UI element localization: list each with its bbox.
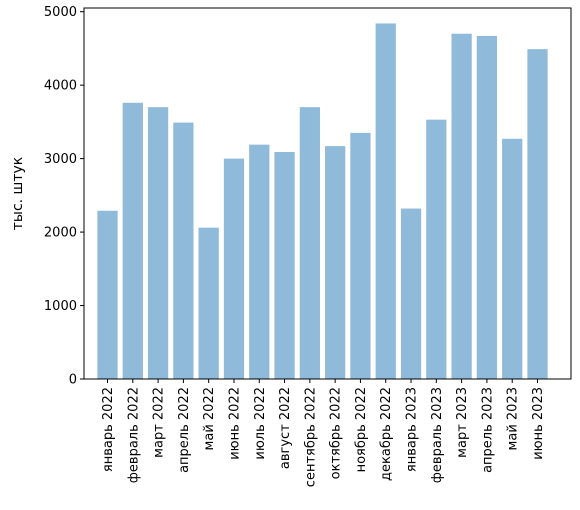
x-tick-label: июнь 2022 bbox=[227, 387, 242, 460]
bar bbox=[299, 107, 320, 380]
plot-frame bbox=[83, 7, 572, 380]
x-tick-label: май 2023 bbox=[506, 387, 521, 450]
bar bbox=[350, 132, 371, 379]
x-tick-label: февраль 2023 bbox=[430, 387, 445, 483]
bar bbox=[274, 151, 295, 379]
x-axis: январь 2022 февраль 2022 март 2022 апрель 2… bbox=[101, 379, 546, 487]
y-tick-label: 1000 bbox=[44, 299, 77, 314]
bar bbox=[249, 144, 270, 379]
x-tick-label: декабрь 2022 bbox=[379, 387, 394, 481]
bar bbox=[223, 158, 245, 379]
y-axis: 0 1000 2000 3000 4000 5000 bbox=[44, 5, 84, 388]
bar bbox=[400, 208, 422, 379]
x-tick-label: март 2023 bbox=[455, 387, 470, 458]
bar bbox=[173, 122, 194, 380]
bar bbox=[325, 146, 346, 379]
x-tick-label: сентябрь 2022 bbox=[303, 387, 318, 487]
bar bbox=[502, 138, 523, 379]
bar bbox=[147, 107, 169, 380]
bar bbox=[97, 210, 118, 379]
y-tick-label: 3000 bbox=[44, 152, 77, 167]
bar bbox=[451, 33, 472, 380]
bar bbox=[122, 102, 143, 380]
bar bbox=[476, 35, 498, 380]
bar bbox=[426, 119, 447, 380]
x-tick-label: март 2022 bbox=[152, 387, 167, 458]
x-tick-label: июль 2022 bbox=[253, 387, 268, 460]
y-tick-label: 2000 bbox=[44, 226, 77, 241]
y-tick-label: 4000 bbox=[44, 79, 77, 94]
x-tick-label: январь 2022 bbox=[101, 387, 116, 472]
bar-series bbox=[97, 23, 548, 380]
x-tick-label: август 2022 bbox=[278, 387, 293, 469]
bar bbox=[375, 23, 396, 380]
y-tick-label: 0 bbox=[69, 373, 77, 388]
x-tick-label: май 2022 bbox=[202, 387, 217, 450]
x-tick-label: июнь 2023 bbox=[531, 387, 546, 460]
y-axis-label: тыс. штук bbox=[10, 157, 26, 231]
x-tick-label: январь 2023 bbox=[405, 387, 420, 472]
x-tick-label: февраль 2022 bbox=[126, 387, 141, 483]
x-tick-label: апрель 2023 bbox=[480, 387, 495, 473]
x-tick-label: октябрь 2022 bbox=[329, 387, 344, 479]
bar bbox=[527, 49, 548, 379]
bar bbox=[198, 227, 219, 379]
x-tick-label: ноябрь 2022 bbox=[354, 387, 369, 472]
y-tick-label: 5000 bbox=[44, 5, 77, 20]
x-tick-label: апрель 2022 bbox=[177, 387, 192, 473]
